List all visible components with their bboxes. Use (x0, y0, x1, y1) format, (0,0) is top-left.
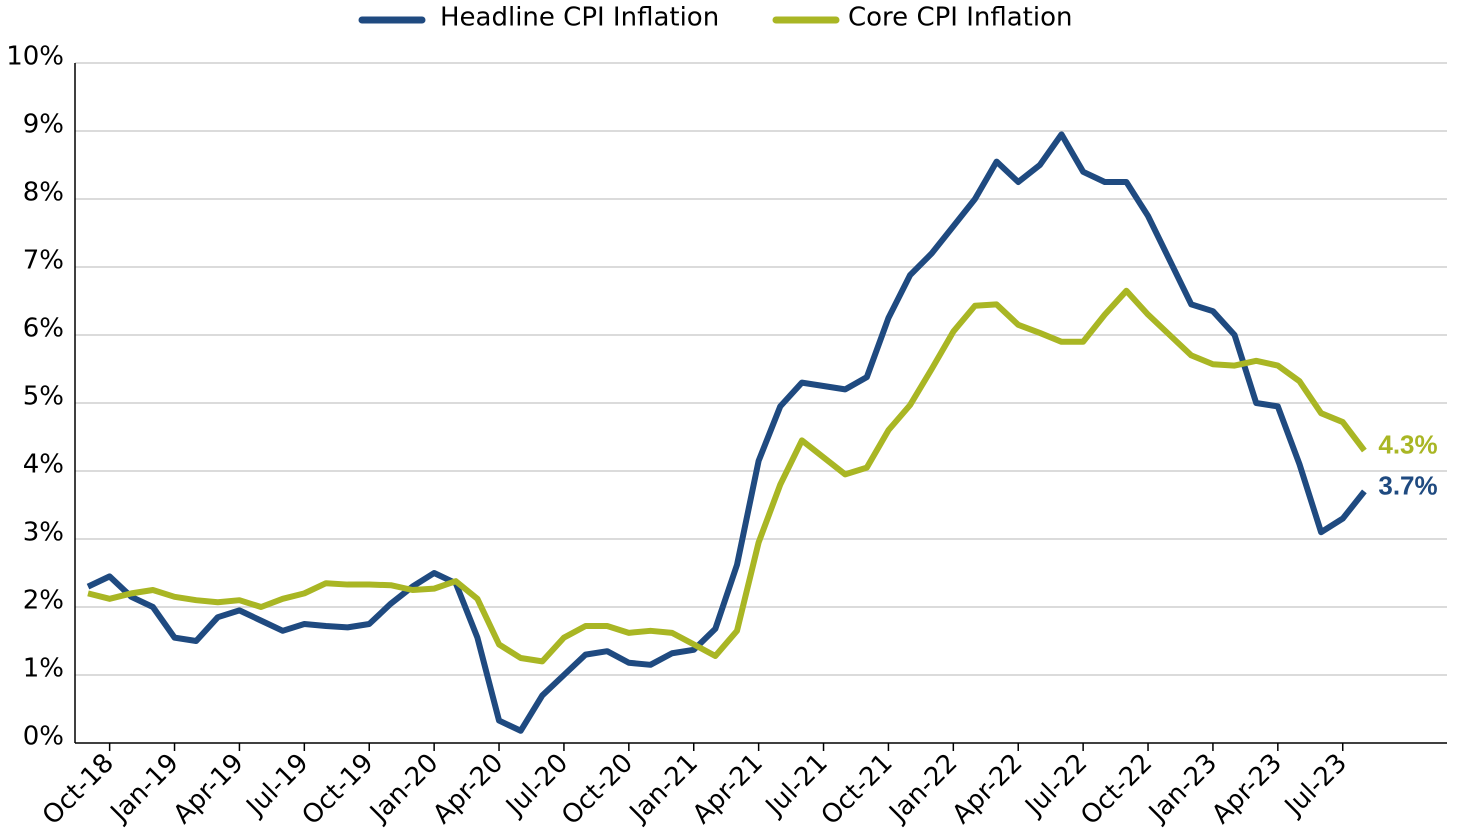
legend-label: Headline CPI Inflation (440, 3, 719, 33)
y-tick-label: 5% (23, 382, 64, 412)
x-tick-label: Jan-22 (883, 748, 964, 829)
y-tick-label: 2% (23, 586, 64, 616)
y-tick-label: 3% (23, 518, 64, 548)
x-tick-label: Oct-19 (296, 748, 379, 831)
line-series (87, 287, 1367, 665)
legend-label: Core CPI Inflation (848, 3, 1072, 33)
y-tick-label: 4% (23, 450, 64, 480)
y-tick-label: 0% (23, 722, 64, 752)
x-tick-label: Jan-21 (623, 748, 704, 829)
y-tick-label: 10% (6, 42, 64, 72)
x-tick-label: Oct-22 (1075, 748, 1158, 831)
x-tick-label: Jan-23 (1142, 748, 1223, 829)
x-tick-label: Apr-22 (947, 748, 1029, 830)
x-tick-label: Apr-23 (1206, 748, 1288, 830)
y-tick-label: 7% (23, 246, 64, 276)
data-label: 3.7% (1378, 470, 1437, 500)
x-tick-label: Oct-18 (37, 748, 120, 831)
x-tick-label: Oct-20 (556, 748, 639, 831)
line-series (86, 131, 1367, 734)
y-tick-label: 6% (23, 314, 64, 344)
x-tick-label: Apr-20 (427, 748, 509, 830)
x-tick-label: Apr-19 (168, 748, 250, 830)
x-tick-label: Apr-21 (687, 748, 769, 830)
y-tick-label: 1% (23, 654, 64, 684)
x-tick-label: Jul-23 (1278, 748, 1353, 823)
x-tick-label: Jan-19 (104, 748, 185, 829)
x-tick-label: Jan-20 (363, 748, 444, 829)
y-tick-label: 9% (23, 110, 64, 140)
x-tick-label: Oct-21 (816, 748, 899, 831)
data-label: 4.3% (1378, 429, 1437, 459)
y-tick-label: 8% (23, 178, 64, 208)
